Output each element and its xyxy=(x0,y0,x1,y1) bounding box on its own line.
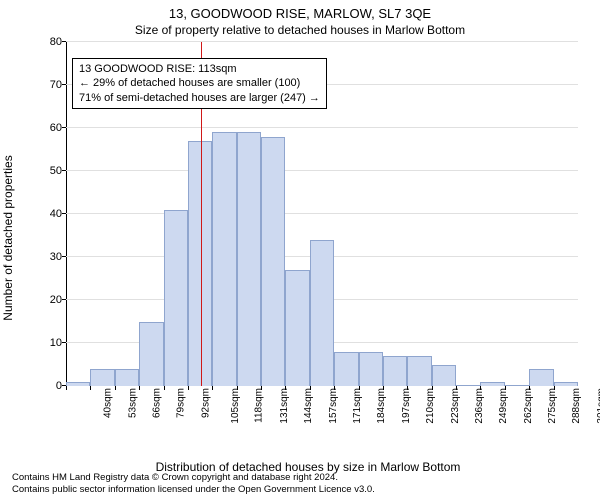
histogram-bar xyxy=(285,270,309,386)
xtick-mark xyxy=(90,386,91,390)
ytick-label: 40 xyxy=(50,208,66,220)
histogram-bar xyxy=(164,210,188,386)
histogram-bar xyxy=(66,382,90,386)
xtick-mark xyxy=(529,386,530,390)
histogram-bar xyxy=(407,356,431,386)
histogram-bar xyxy=(456,385,480,386)
histogram-bar xyxy=(334,352,358,386)
y-axis-label: Number of detached properties xyxy=(1,155,15,320)
xtick-mark xyxy=(480,386,481,390)
xtick-mark xyxy=(237,386,238,390)
histogram-bar xyxy=(261,137,285,386)
ytick-label: 80 xyxy=(50,36,66,48)
xtick-mark xyxy=(164,386,165,390)
ytick-label: 10 xyxy=(50,337,66,349)
xtick-label: 105sqm xyxy=(230,388,241,424)
chart-legend: 13 GOODWOOD RISE: 113sqm ← 29% of detach… xyxy=(72,58,327,109)
xtick-mark xyxy=(554,386,555,390)
footer-attribution: Contains HM Land Registry data © Crown c… xyxy=(12,472,375,496)
xtick-label: 262sqm xyxy=(523,388,534,424)
xtick-mark xyxy=(383,386,384,390)
chart-container: Number of detached properties 0102030405… xyxy=(38,42,578,434)
xtick-mark xyxy=(139,386,140,390)
xtick-mark xyxy=(66,386,67,390)
page-subtitle: Size of property relative to detached ho… xyxy=(0,21,600,37)
xtick-label: 184sqm xyxy=(376,388,387,424)
legend-line-3: 71% of semi-detached houses are larger (… xyxy=(79,91,320,105)
xtick-mark xyxy=(359,386,360,390)
plot-area: 0102030405060708040sqm53sqm66sqm79sqm92s… xyxy=(66,42,578,386)
histogram-bar xyxy=(237,132,261,386)
xtick-mark xyxy=(285,386,286,390)
ytick-label: 70 xyxy=(50,79,66,91)
ytick-label: 60 xyxy=(50,122,66,134)
xtick-label: 157sqm xyxy=(328,388,339,424)
gridline xyxy=(66,127,578,128)
xtick-label: 144sqm xyxy=(303,388,314,424)
xtick-mark xyxy=(115,386,116,390)
xtick-label: 197sqm xyxy=(401,388,412,424)
xtick-label: 249sqm xyxy=(498,388,509,424)
histogram-bar xyxy=(90,369,114,386)
footer-line-2: Contains public sector information licen… xyxy=(12,484,375,496)
xtick-mark xyxy=(334,386,335,390)
xtick-label: 92sqm xyxy=(200,388,211,418)
histogram-bar xyxy=(480,382,504,386)
xtick-mark xyxy=(456,386,457,390)
xtick-label: 171sqm xyxy=(352,388,363,424)
histogram-bar xyxy=(554,382,578,386)
legend-line-2: ← 29% of detached houses are smaller (10… xyxy=(79,76,320,90)
xtick-label: 236sqm xyxy=(474,388,485,424)
xtick-label: 79sqm xyxy=(176,388,187,418)
histogram-bar xyxy=(139,322,163,387)
y-axis xyxy=(66,42,67,386)
gridline xyxy=(66,213,578,214)
xtick-mark xyxy=(432,386,433,390)
xtick-label: 223sqm xyxy=(450,388,461,424)
xtick-mark xyxy=(212,386,213,390)
xtick-mark xyxy=(407,386,408,390)
ytick-label: 0 xyxy=(56,380,66,392)
xtick-label: 210sqm xyxy=(425,388,436,424)
xtick-label: 118sqm xyxy=(254,388,265,423)
xtick-label: 301sqm xyxy=(596,388,600,424)
histogram-bar xyxy=(115,369,139,386)
xtick-mark xyxy=(188,386,189,390)
histogram-bar xyxy=(383,356,407,386)
xtick-label: 40sqm xyxy=(103,388,114,418)
legend-line-1: 13 GOODWOOD RISE: 113sqm xyxy=(79,62,320,76)
xtick-label: 66sqm xyxy=(151,388,162,418)
ytick-label: 20 xyxy=(50,294,66,306)
xtick-label: 288sqm xyxy=(572,388,583,424)
page-title: 13, GOODWOOD RISE, MARLOW, SL7 3QE xyxy=(0,0,600,21)
gridline xyxy=(66,41,578,42)
ytick-label: 50 xyxy=(50,165,66,177)
histogram-bar xyxy=(359,352,383,386)
xtick-mark xyxy=(261,386,262,390)
gridline xyxy=(66,170,578,171)
histogram-bar xyxy=(529,369,553,386)
histogram-bar xyxy=(212,132,236,386)
ytick-label: 30 xyxy=(50,251,66,263)
xtick-label: 53sqm xyxy=(127,388,138,418)
xtick-label: 275sqm xyxy=(547,388,558,424)
footer-line-1: Contains HM Land Registry data © Crown c… xyxy=(12,472,375,484)
xtick-mark xyxy=(505,386,506,390)
histogram-bar xyxy=(505,385,529,386)
xtick-label: 131sqm xyxy=(279,388,290,424)
histogram-bar xyxy=(310,240,334,386)
histogram-bar xyxy=(432,365,456,387)
xtick-mark xyxy=(310,386,311,390)
